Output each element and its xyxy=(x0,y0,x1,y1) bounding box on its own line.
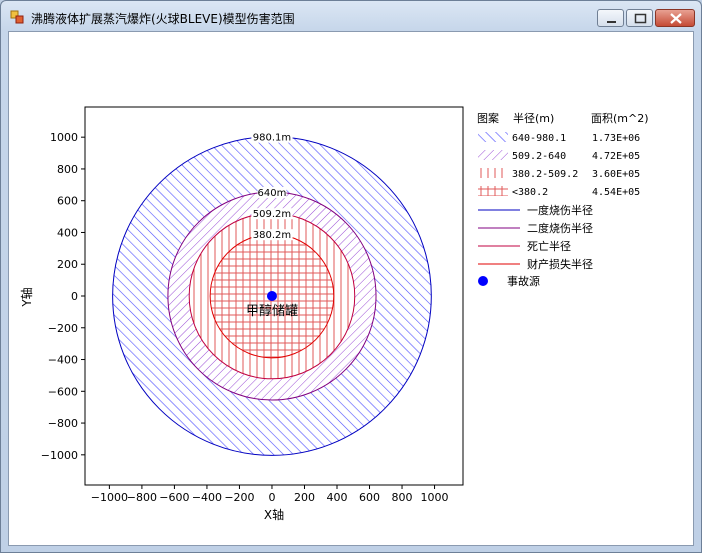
accident-source-dot xyxy=(266,291,277,301)
x-axis-label: X轴 xyxy=(264,507,284,522)
radius-label-bg xyxy=(257,186,287,198)
window-title: 沸腾液体扩展蒸汽爆炸(火球BLEVE)模型伤害范围 xyxy=(31,12,295,26)
legend-source-dot xyxy=(478,276,488,286)
minimize-icon xyxy=(607,21,616,23)
legend-line-label: 二度烧伤半径 xyxy=(527,221,593,235)
legend-area: 4.54E+05 xyxy=(592,187,640,198)
maximize-icon xyxy=(634,13,647,24)
y-tick-label: −1000 xyxy=(41,449,78,462)
radius-label-bg xyxy=(251,131,293,143)
y-tick-label: 0 xyxy=(71,290,78,303)
radius-label-bg xyxy=(251,208,293,220)
y-axis-label: Y轴 xyxy=(19,287,34,307)
x-tick-label: 600 xyxy=(359,491,380,504)
x-tick-label: −800 xyxy=(127,491,157,504)
legend-line-label: 一度烧伤半径 xyxy=(527,203,593,217)
legend-line-label: 死亡半径 xyxy=(527,239,571,253)
legend-range: 380.2-509.2 xyxy=(512,169,578,180)
legend-range: <380.2 xyxy=(512,187,548,198)
title-bar[interactable]: 沸腾液体扩展蒸汽爆炸(火球BLEVE)模型伤害范围 xyxy=(1,1,701,31)
radius-label-bg xyxy=(251,229,293,241)
y-tick-label: −600 xyxy=(48,385,78,398)
app-icon xyxy=(10,10,24,24)
chart-area: 980.1m 640m 509.2m 380.2m 甲醇储罐 −1000 −800 −60… xyxy=(8,31,694,546)
legend-line-label: 财产损失半径 xyxy=(527,257,593,271)
x-tick-label: −400 xyxy=(192,491,222,504)
y-tick-label: 400 xyxy=(57,226,78,239)
legend-source-label: 事故源 xyxy=(507,274,540,288)
radius-label: 509.2m xyxy=(253,209,291,220)
legend-header-radius: 半径(m) xyxy=(513,111,554,125)
legend-swatch-purple-hatch xyxy=(478,150,508,160)
legend-swatch-grid-hatch xyxy=(478,186,508,196)
x-tick-label: 400 xyxy=(327,491,348,504)
radius-label: 380.2m xyxy=(253,230,291,241)
legend-area: 3.60E+05 xyxy=(592,169,640,180)
x-tick-label: 800 xyxy=(392,491,413,504)
minimize-button[interactable] xyxy=(597,9,624,27)
legend-range: 509.2-640 xyxy=(512,151,566,162)
legend-range: 640-980.1 xyxy=(512,133,566,144)
y-tick-label: 1000 xyxy=(50,131,78,144)
legend: 图案 半径(m) 面积(m^2) 640-980.1 1.73E+06 509.… xyxy=(477,111,649,288)
y-tick-label: −200 xyxy=(48,322,78,335)
x-tick-label: −200 xyxy=(224,491,254,504)
y-tick-label: −800 xyxy=(48,417,78,430)
y-tick-label: 200 xyxy=(57,258,78,271)
legend-area: 1.73E+06 xyxy=(592,133,640,144)
x-tick-label: −600 xyxy=(159,491,189,504)
radius-label: 640m xyxy=(258,188,287,199)
legend-header-pattern: 图案 xyxy=(477,111,499,125)
source-label: 甲醇储罐 xyxy=(246,303,298,319)
maximize-button[interactable] xyxy=(626,9,653,27)
y-tick-label: 600 xyxy=(57,195,78,208)
legend-area: 4.72E+05 xyxy=(592,151,640,162)
legend-swatch-blue-hatch xyxy=(478,132,508,142)
x-tick-label: 0 xyxy=(268,491,275,504)
legend-swatch-vertical-hatch xyxy=(478,168,508,178)
close-button[interactable] xyxy=(655,9,695,27)
x-tick-label: 200 xyxy=(294,491,315,504)
x-tick-label: 1000 xyxy=(421,491,449,504)
y-tick-label: 800 xyxy=(57,163,78,176)
radius-label: 980.1m xyxy=(253,133,291,144)
y-tick-label: −400 xyxy=(48,354,78,367)
legend-header-area: 面积(m^2) xyxy=(591,112,649,125)
x-tick-label: −1000 xyxy=(91,491,128,504)
close-icon xyxy=(670,13,682,24)
